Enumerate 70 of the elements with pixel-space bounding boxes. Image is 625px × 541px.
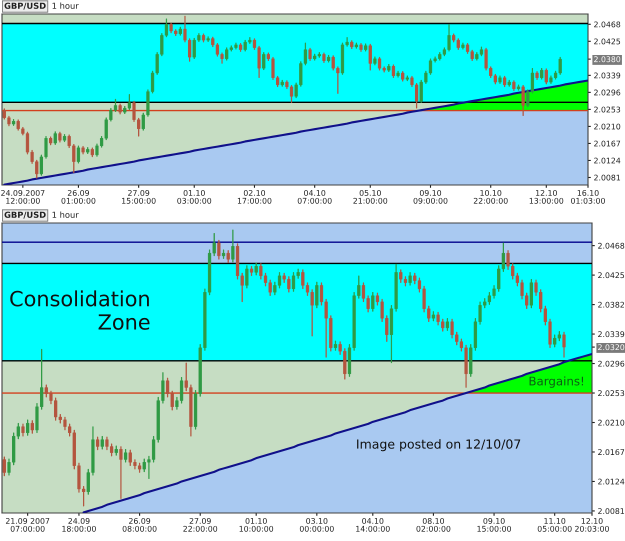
candlestick — [254, 262, 258, 276]
candlestick — [30, 420, 34, 434]
candlestick — [81, 146, 85, 154]
candlestick — [562, 332, 566, 358]
line-series — [82, 352, 592, 513]
candlestick — [540, 68, 544, 80]
candlestick — [222, 249, 226, 259]
candlestick — [58, 132, 62, 142]
chart-subtitle: 1 hour — [52, 2, 79, 9]
candlestick — [371, 292, 374, 312]
candlestick — [217, 240, 221, 260]
candlestick — [387, 64, 390, 72]
chart-subtitle: 1 hour — [52, 211, 79, 218]
candlestick — [226, 250, 230, 264]
candlestick — [62, 134, 66, 142]
candlestick — [54, 131, 57, 145]
candlestick — [124, 448, 128, 463]
candlestick — [315, 282, 318, 308]
candlestick — [392, 64, 396, 78]
chart-title: GBP/USD — [4, 2, 46, 10]
candlestick — [118, 104, 122, 114]
candlestick — [76, 146, 80, 164]
candlestick — [326, 54, 330, 63]
band-label: Consolidation Zone — [10, 290, 150, 330]
candlestick — [114, 446, 118, 456]
candlestick — [396, 70, 400, 78]
candlestick — [86, 147, 90, 154]
candlestick — [202, 34, 206, 42]
candlestick — [262, 52, 266, 70]
candlestick — [544, 68, 548, 84]
candlestick — [373, 56, 377, 66]
candlestick — [502, 76, 506, 88]
candlestick — [432, 311, 436, 322]
candlestick — [12, 119, 16, 126]
candlestick — [2, 456, 6, 476]
candlestick — [245, 265, 249, 288]
candlestick — [231, 230, 235, 262]
candlestick — [100, 436, 104, 450]
candlestick — [280, 80, 284, 87]
candlestick — [535, 71, 539, 80]
candlestick — [461, 42, 465, 50]
candlestick — [90, 148, 94, 158]
annotation: Bargains! — [530, 376, 583, 388]
candlestick — [408, 272, 412, 286]
candlestick — [206, 36, 210, 42]
chart-title: GBP/USD — [4, 212, 46, 219]
candlestick — [364, 43, 368, 52]
candlestick — [508, 80, 511, 87]
candlestick — [406, 76, 409, 82]
candlestick — [49, 136, 52, 146]
candlestick — [401, 71, 404, 82]
candlestick — [498, 76, 502, 84]
candlestick — [512, 80, 516, 92]
candlestick — [238, 43, 242, 52]
candlestick — [446, 318, 450, 331]
candlestick — [522, 85, 525, 116]
candlestick — [516, 84, 520, 91]
candlestick — [354, 42, 358, 49]
candlestick — [334, 340, 338, 351]
candlestick — [26, 420, 30, 436]
candlestick — [530, 278, 534, 308]
candlestick — [359, 43, 363, 52]
candlestick — [350, 40, 354, 50]
candlestick — [322, 52, 326, 63]
candlestick — [96, 436, 100, 450]
candlestick — [368, 44, 372, 70]
candlestick — [178, 26, 182, 36]
candlestick — [119, 446, 123, 499]
annotation: Image posted on 12/10/07 — [357, 439, 520, 452]
candlestick — [308, 48, 312, 61]
